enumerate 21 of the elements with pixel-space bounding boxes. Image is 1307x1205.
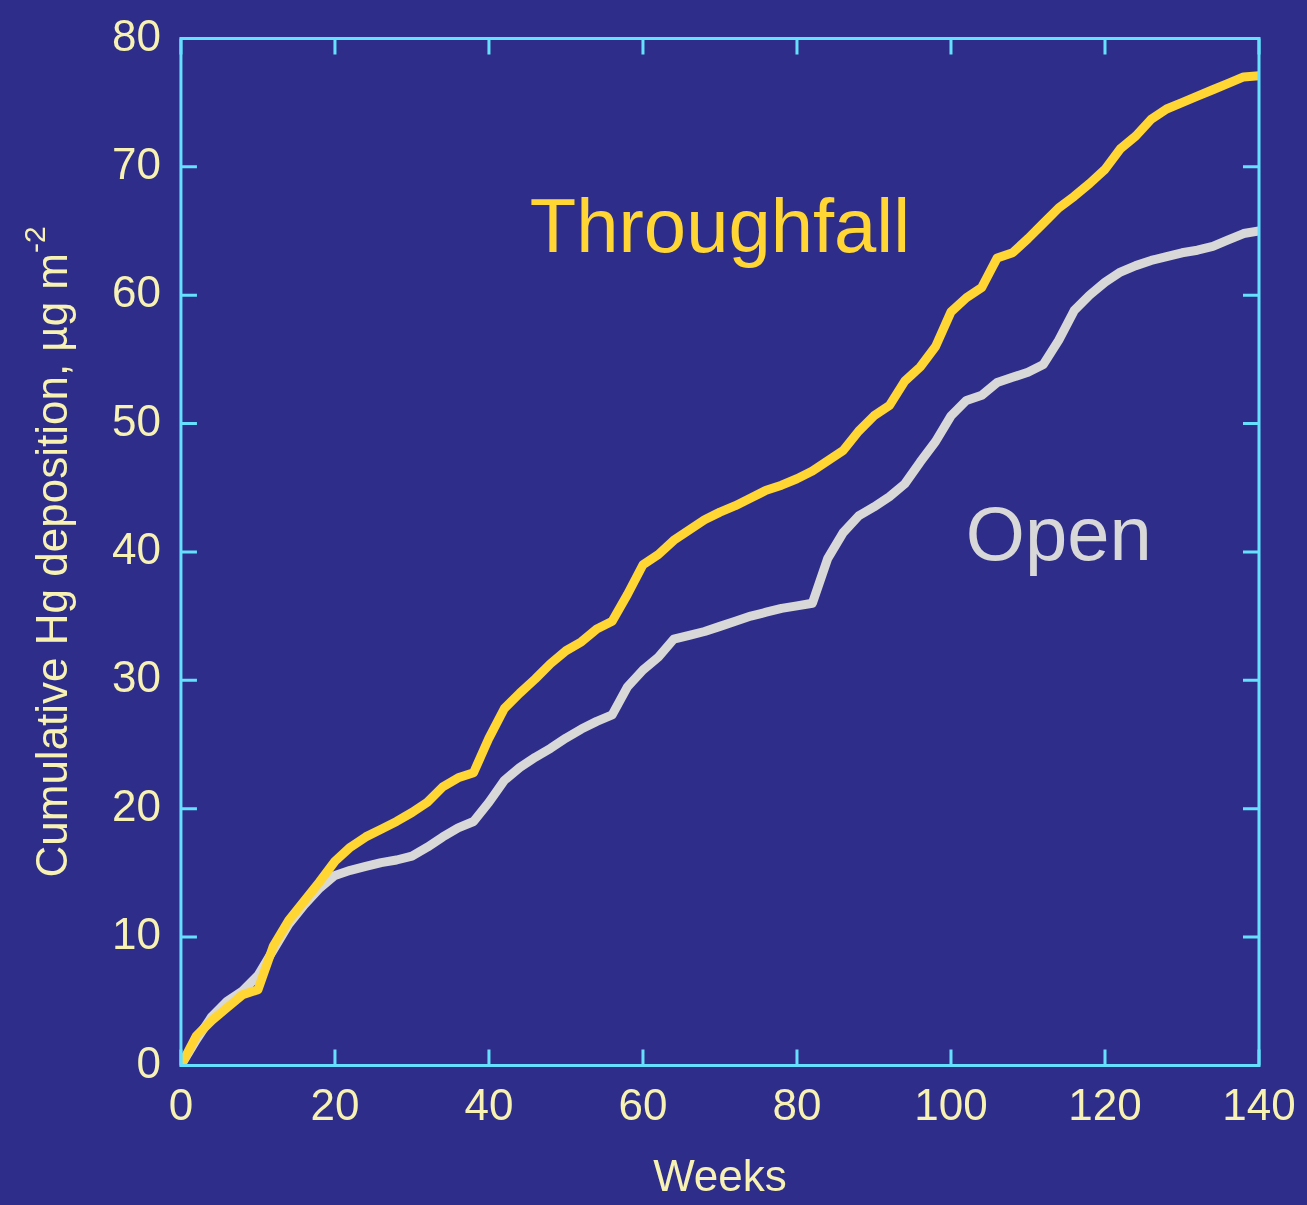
x-tick-label: 40 xyxy=(464,1079,514,1129)
x-tick-label: 0 xyxy=(168,1079,194,1129)
y-tick-label: 30 xyxy=(111,652,161,702)
y-tick-label: 50 xyxy=(111,395,161,445)
x-tick-label: 80 xyxy=(772,1079,822,1129)
series-label: Open xyxy=(965,491,1152,577)
x-tick-label: 20 xyxy=(310,1079,360,1129)
y-tick-label: 10 xyxy=(111,909,161,959)
y-axis-title: Cumulative Hg deposition, µg m-2 xyxy=(18,226,77,878)
x-tick-label: 140 xyxy=(1222,1079,1296,1129)
y-tick-label: 70 xyxy=(111,138,161,188)
y-tick-label: 40 xyxy=(111,524,161,574)
series-label: Throughfall xyxy=(529,182,911,268)
x-tick-label: 120 xyxy=(1068,1079,1142,1129)
x-axis-title: Weeks xyxy=(653,1150,787,1200)
y-tick-label: 60 xyxy=(111,267,161,317)
y-tick-label: 0 xyxy=(136,1037,161,1087)
x-tick-label: 60 xyxy=(618,1079,668,1129)
y-tick-label: 20 xyxy=(111,780,161,830)
y-tick-label: 80 xyxy=(111,10,161,60)
x-tick-label: 100 xyxy=(914,1079,988,1129)
